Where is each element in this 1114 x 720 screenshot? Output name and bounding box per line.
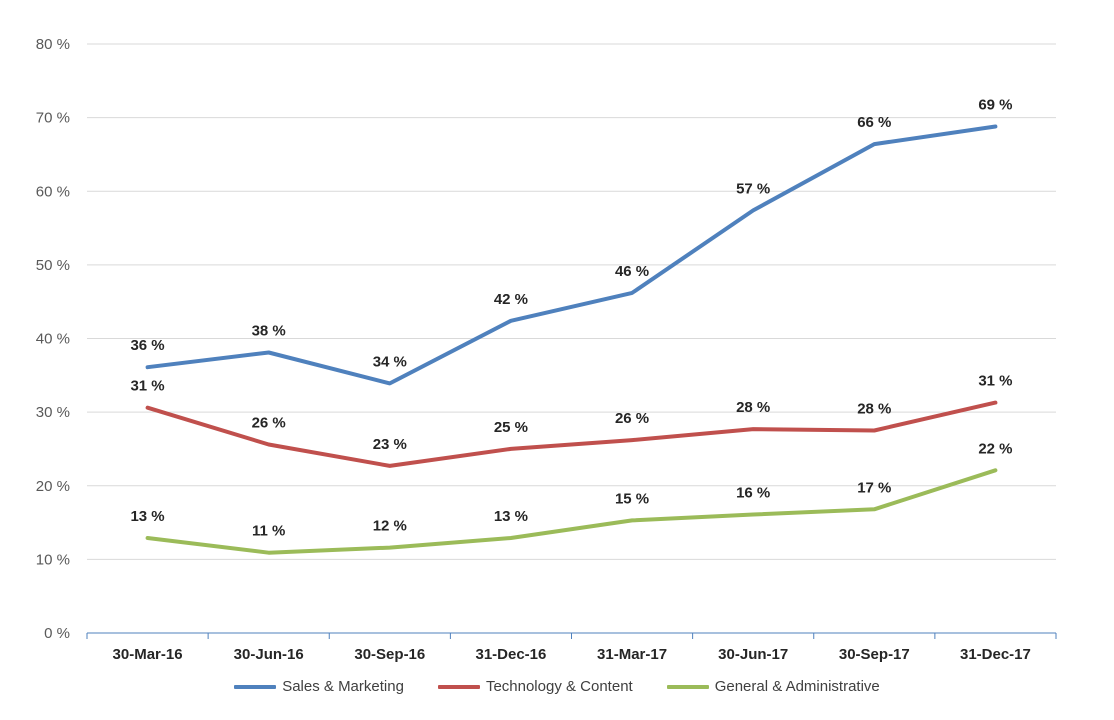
y-tick-label: 0 % [44, 625, 70, 642]
x-tick-label: 31-Mar-17 [597, 646, 667, 663]
data-label: 36 % [130, 337, 164, 354]
x-tick-label: 31-Dec-16 [475, 646, 546, 663]
legend-item-technology-content: Technology & Content [437, 678, 633, 695]
x-tick-label: 30-Mar-16 [113, 646, 183, 663]
data-label: 57 % [736, 180, 770, 197]
x-tick-label: 30-Sep-17 [839, 646, 910, 663]
legend: Sales & Marketing Technology & Content G… [0, 678, 1114, 695]
legend-item-sales-marketing: Sales & Marketing [234, 678, 404, 695]
legend-swatch-sales-marketing [234, 684, 277, 689]
data-label: 23 % [373, 436, 407, 453]
legend-item-general-administrative: General & Administrative [666, 678, 880, 695]
data-label: 38 % [252, 322, 286, 339]
y-tick-label: 80 % [36, 36, 70, 53]
data-label: 16 % [736, 484, 770, 501]
data-label: 42 % [494, 291, 528, 308]
x-tick-label: 30-Sep-16 [354, 646, 425, 663]
y-tick-label: 70 % [36, 110, 70, 127]
legend-label-general-administrative: General & Administrative [714, 678, 880, 695]
data-label: 11 % [252, 523, 285, 540]
series-line [145, 400, 998, 468]
data-label: 28 % [736, 399, 770, 416]
data-label: 66 % [857, 114, 891, 131]
data-label: 46 % [615, 263, 649, 280]
y-tick-label: 40 % [36, 331, 70, 348]
x-tick-label: 31-Dec-17 [960, 646, 1031, 663]
data-label: 25 % [494, 419, 528, 436]
data-label: 69 % [978, 96, 1012, 113]
legend-swatch-general-administrative [666, 684, 709, 689]
y-tick-label: 10 % [36, 551, 70, 568]
data-label: 34 % [373, 353, 407, 370]
data-label: 12 % [373, 518, 407, 535]
legend-label-sales-marketing: Sales & Marketing [282, 678, 404, 695]
data-label: 17 % [857, 479, 891, 496]
data-label: 13 % [494, 508, 528, 525]
data-label: 13 % [130, 508, 164, 525]
series-line [145, 124, 998, 386]
legend-swatch-technology-content [437, 684, 480, 689]
y-tick-label: 20 % [36, 478, 70, 495]
y-tick-label: 50 % [36, 257, 70, 274]
x-tick-label: 30-Jun-17 [718, 646, 788, 663]
data-label: 26 % [252, 415, 286, 432]
series-line [145, 468, 998, 555]
legend-label-technology-content: Technology & Content [485, 678, 633, 695]
data-label: 31 % [130, 378, 164, 395]
data-label: 26 % [615, 410, 649, 427]
y-tick-label: 60 % [36, 183, 70, 200]
data-label: 31 % [978, 373, 1012, 390]
data-label: 22 % [978, 440, 1012, 457]
y-tick-label: 30 % [36, 404, 70, 421]
data-label: 15 % [615, 490, 649, 507]
x-tick-label: 30-Jun-16 [234, 646, 304, 663]
data-label: 28 % [857, 401, 891, 418]
